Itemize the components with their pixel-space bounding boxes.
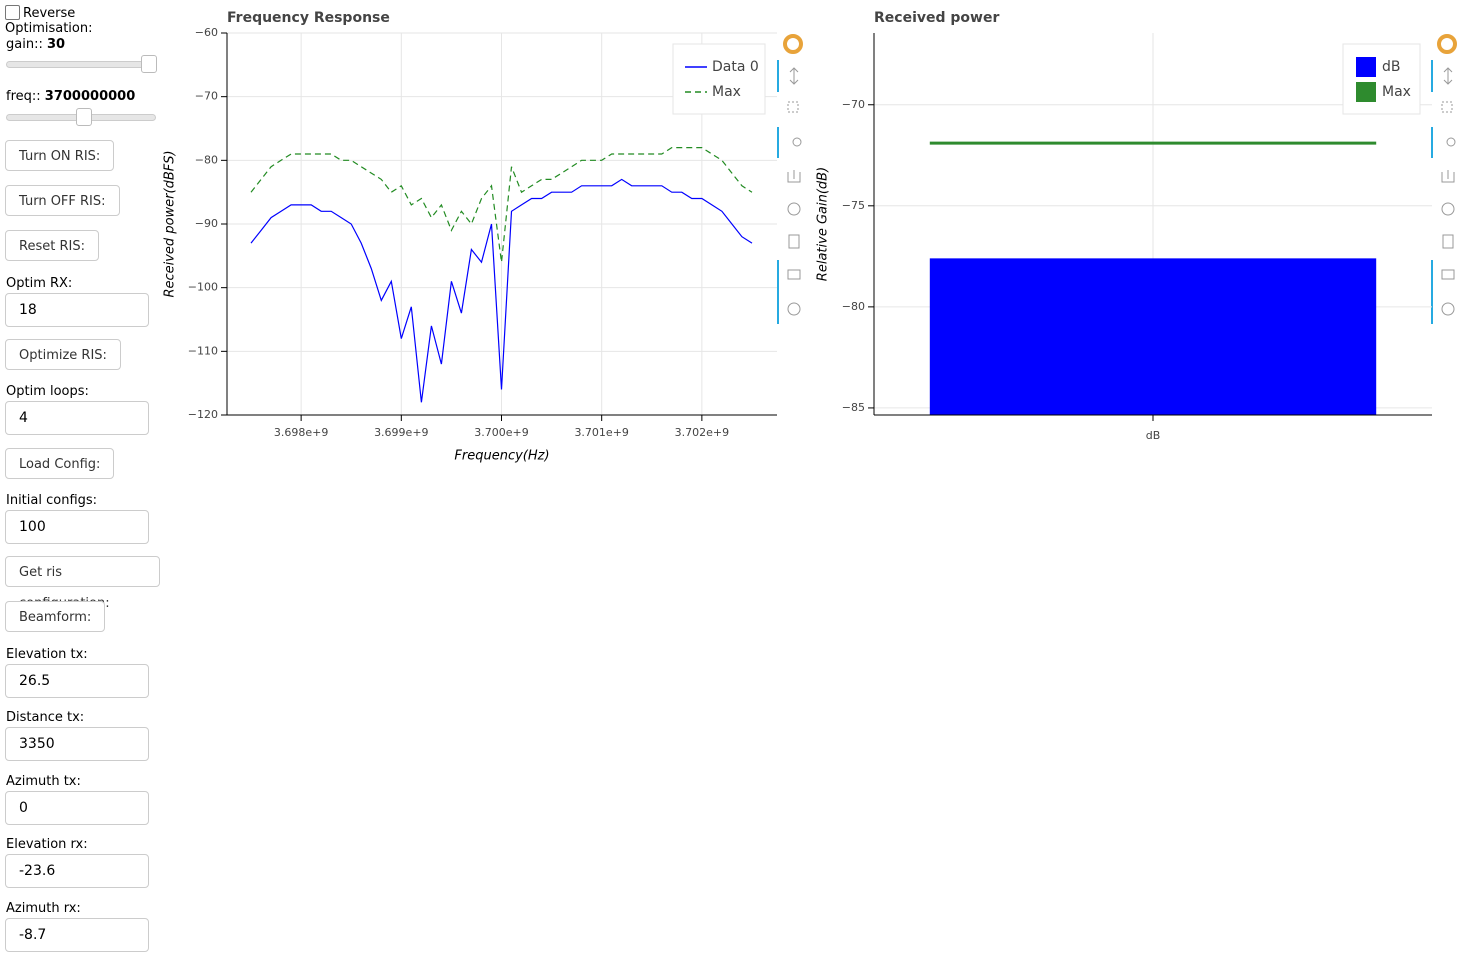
label: Initial configs: [6, 493, 98, 508]
x-tick-label: 3.699e+9 [374, 426, 428, 439]
tool-crosshair[interactable] [1441, 302, 1455, 316]
y-tick-label: −75 [842, 199, 865, 212]
slider-handle[interactable] [76, 108, 92, 126]
data-line [250, 147, 753, 263]
logo[interactable] [1437, 34, 1457, 54]
y-tick-label: −110 [188, 344, 218, 357]
y-tick-label: −90 [195, 217, 218, 230]
y-tick-label: −70 [842, 98, 865, 111]
input[interactable]: 100 [5, 510, 149, 544]
x-axis-label: Frequency(Hz) [454, 449, 549, 464]
tool-help[interactable] [1442, 234, 1454, 249]
button[interactable]: Optimize RIS: [5, 339, 121, 370]
input[interactable]: 26.5 [5, 664, 149, 698]
tool-active [1431, 260, 1433, 324]
chart-title: Received power [874, 10, 999, 26]
tool-active [777, 127, 779, 158]
x-tick-label: dB [1146, 429, 1161, 442]
tool-hover[interactable] [787, 269, 801, 280]
button[interactable]: Turn ON RIS: [5, 140, 115, 171]
x-tick-label: 3.702e+9 [675, 426, 729, 439]
tool-active [1431, 60, 1433, 92]
slider-handle[interactable] [141, 55, 157, 73]
bar [929, 258, 1377, 415]
label: Optim loops: [6, 384, 89, 399]
x-tick-label: 3.698e+9 [274, 426, 328, 439]
tool-reset[interactable] [787, 202, 801, 216]
legend-label: Max [712, 84, 741, 100]
y-tick-label: −70 [195, 90, 218, 103]
x-tick-label: 3.700e+9 [474, 426, 528, 439]
y-tick-label: −80 [195, 153, 218, 166]
legend-box [672, 43, 766, 115]
label: Distance tx: [6, 710, 85, 725]
label: Elevation tx: [6, 647, 88, 662]
tool-active [1431, 127, 1433, 158]
x-tick-label: 3.701e+9 [574, 426, 628, 439]
y-tick-label: −120 [188, 408, 218, 421]
y-tick-label: −80 [842, 300, 865, 313]
data-line [250, 178, 753, 403]
gain-slider[interactable] [6, 55, 157, 73]
checkbox[interactable] [5, 5, 20, 20]
logo[interactable] [783, 34, 803, 54]
label: freq:: [6, 89, 41, 104]
y-axis-label: Relative Gain(dB) [816, 167, 831, 281]
button[interactable]: Get ris configuration: [5, 556, 160, 611]
label: Azimuth rx: [6, 901, 81, 916]
tool-pan[interactable] [789, 67, 799, 85]
label: gain:: [6, 37, 43, 52]
tool-save[interactable] [1441, 170, 1455, 183]
label: Elevation rx: [6, 837, 88, 852]
y-tick-label: −60 [195, 26, 218, 39]
label: Optim RX: [6, 276, 73, 291]
slider-value: 3700000000 [44, 89, 136, 104]
tool-help[interactable] [788, 234, 800, 249]
checkbox-row[interactable]: Reverse Optimisation: [5, 5, 160, 36]
tool-pan[interactable] [1443, 67, 1453, 85]
checkbox-label: Reverse Optimisation: [5, 6, 93, 36]
legend-label: Max [1382, 84, 1411, 100]
y-axis-label: Received power(dBFS) [163, 150, 178, 297]
legend-box [1342, 43, 1421, 115]
input[interactable]: 3350 [5, 727, 149, 761]
tool-active [777, 260, 779, 324]
tool-save[interactable] [787, 170, 801, 183]
toolbar [777, 34, 1457, 324]
input[interactable]: 0 [5, 791, 149, 825]
y-tick-label: −100 [188, 281, 218, 294]
label: Azimuth tx: [6, 774, 81, 789]
input[interactable]: 18 [5, 293, 149, 327]
legend-swatch [1356, 57, 1376, 77]
slider-value: 30 [46, 37, 66, 52]
legend-label: Data 0 [712, 59, 759, 75]
tool-reset[interactable] [1441, 202, 1455, 216]
button[interactable]: Beamform: [5, 601, 106, 632]
input[interactable]: 4 [5, 401, 149, 435]
slider-label: freq:: 3700000000 [6, 89, 135, 104]
tool-crosshair[interactable] [787, 302, 801, 316]
tool-wheel[interactable] [792, 137, 802, 147]
chart-title: Frequency Response [227, 10, 390, 26]
legend-label: dB [1382, 59, 1401, 75]
button[interactable]: Reset RIS: [5, 230, 99, 261]
input[interactable]: -23.6 [5, 854, 149, 888]
legend-swatch [1356, 82, 1376, 102]
button[interactable]: Turn OFF RIS: [5, 185, 120, 216]
y-tick-label: −85 [842, 401, 865, 414]
button[interactable]: Load Config: [5, 448, 115, 479]
tool-active [777, 60, 779, 92]
input[interactable]: -8.7 [5, 918, 149, 952]
tool-box-zoom[interactable] [1441, 101, 1453, 113]
tool-box-zoom[interactable] [787, 101, 799, 113]
tool-wheel[interactable] [1446, 137, 1456, 147]
freq-slider[interactable] [6, 108, 156, 126]
tool-hover[interactable] [1441, 269, 1455, 280]
slider-label: gain:: 30 [6, 37, 65, 52]
